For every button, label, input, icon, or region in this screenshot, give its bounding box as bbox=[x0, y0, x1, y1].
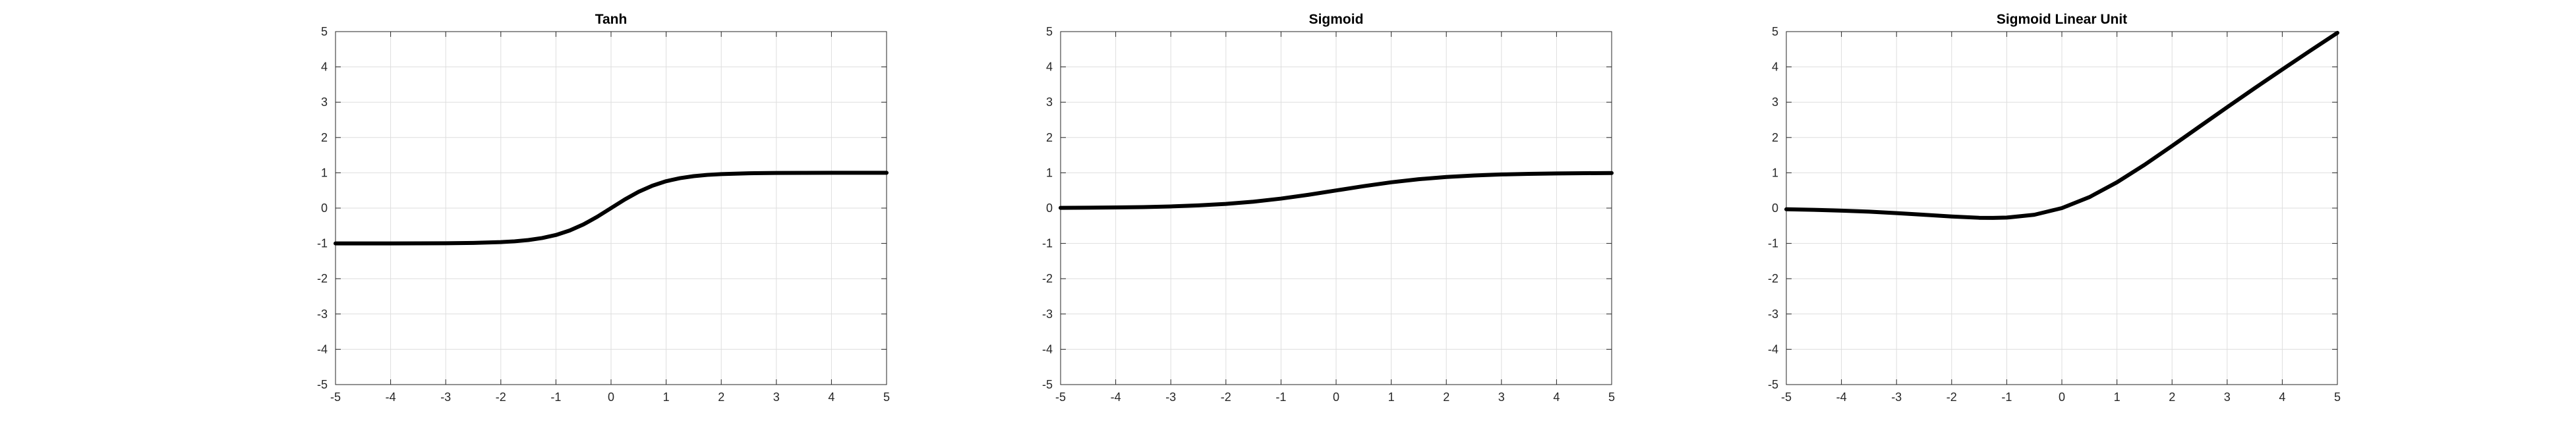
x-tick-label: -3 bbox=[1165, 391, 1176, 404]
x-tick-label: -1 bbox=[1275, 391, 1286, 404]
x-tick-label: 0 bbox=[1333, 391, 1339, 404]
y-tick-label: 1 bbox=[1046, 166, 1053, 179]
series-line bbox=[334, 171, 889, 246]
y-tick-label: -3 bbox=[317, 308, 328, 321]
x-tick-label: 3 bbox=[773, 391, 780, 404]
y-tick-label: -2 bbox=[317, 272, 328, 285]
y-tick-label: -5 bbox=[1042, 378, 1053, 391]
y-tick-label: -4 bbox=[317, 342, 328, 356]
x-tick-label: 2 bbox=[718, 391, 724, 404]
x-tick-label: 0 bbox=[2059, 391, 2065, 404]
y-tick-label: -2 bbox=[1042, 272, 1053, 285]
y-tick-label: -2 bbox=[1768, 272, 1778, 285]
x-tick-label: -4 bbox=[386, 391, 396, 404]
y-tick-label: 3 bbox=[1046, 95, 1053, 109]
y-tick-label: 2 bbox=[1046, 131, 1053, 144]
y-tick-label: 5 bbox=[1046, 25, 1053, 38]
y-tick-label: 1 bbox=[1772, 166, 1778, 179]
chart-title: Sigmoid bbox=[1309, 12, 1364, 27]
y-tick-label: -4 bbox=[1768, 342, 1778, 356]
x-tick-label: -1 bbox=[2001, 391, 2012, 404]
x-tick-label: 4 bbox=[828, 391, 834, 404]
y-tick-label: 5 bbox=[321, 25, 328, 38]
series-line bbox=[1784, 30, 2339, 220]
x-tick-label: -3 bbox=[1891, 391, 1902, 404]
y-tick-label: -1 bbox=[317, 237, 328, 250]
y-tick-label: -5 bbox=[317, 378, 328, 391]
x-tick-label: 5 bbox=[883, 391, 890, 404]
x-tick-label: 5 bbox=[2334, 391, 2341, 404]
x-tick-label: -2 bbox=[496, 391, 506, 404]
x-tick-label: 1 bbox=[1388, 391, 1395, 404]
x-tick-label: -1 bbox=[550, 391, 561, 404]
x-tick-label: -5 bbox=[330, 391, 341, 404]
y-tick-label: -1 bbox=[1768, 237, 1778, 250]
x-tick-label: -2 bbox=[1221, 391, 1231, 404]
x-tick-label: 2 bbox=[2169, 391, 2175, 404]
x-tick-label: 2 bbox=[1443, 391, 1449, 404]
x-tick-label: 5 bbox=[1608, 391, 1615, 404]
y-tick-label: 1 bbox=[321, 166, 328, 179]
series-line bbox=[1059, 171, 1614, 210]
chart-title: Tanh bbox=[595, 12, 628, 27]
x-tick-label: -4 bbox=[1111, 391, 1121, 404]
x-tick-label: 3 bbox=[1498, 391, 1505, 404]
x-tick-label: 0 bbox=[608, 391, 614, 404]
y-tick-label: 2 bbox=[1772, 131, 1778, 144]
chart-sigmoid: -5 -4 -3 -2 -1 0 1 2 3 4 5 -5 -4 -3 -2 -1 0 1 2 3 4 5 Sigmoid bbox=[1042, 12, 1615, 404]
chart-tanh: -5 -4 -3 -2 -1 0 1 2 3 4 5 -5 -4 -3 -2 -1 0 1 2 3 4 5 Tanh bbox=[317, 12, 890, 404]
x-tick-label: -4 bbox=[1836, 391, 1847, 404]
y-tick-label: 4 bbox=[321, 61, 328, 74]
x-tick-label: 4 bbox=[2279, 391, 2285, 404]
y-tick-label: -5 bbox=[1768, 378, 1778, 391]
y-tick-label: 0 bbox=[1772, 202, 1778, 215]
x-tick-label: -5 bbox=[1781, 391, 1792, 404]
x-tick-label: -2 bbox=[1947, 391, 1957, 404]
y-tick-label: 3 bbox=[1772, 95, 1778, 109]
x-tick-label: 1 bbox=[663, 391, 670, 404]
y-tick-label: 0 bbox=[321, 202, 328, 215]
y-tick-label: -1 bbox=[1042, 237, 1053, 250]
x-tick-label: 1 bbox=[2114, 391, 2121, 404]
chart-sigmoid-linear-unit: -5 -4 -3 -2 -1 0 1 2 3 4 5 -5 -4 -3 -2 -1 0 1 2 3 4 5 Sigmoid … bbox=[1768, 12, 2341, 404]
y-tick-label: -4 bbox=[1042, 342, 1053, 356]
y-tick-label: 5 bbox=[1772, 25, 1778, 38]
y-tick-label: 4 bbox=[1046, 61, 1053, 74]
x-tick-label: -3 bbox=[440, 391, 451, 404]
x-tick-label: 3 bbox=[2224, 391, 2231, 404]
y-tick-label: -3 bbox=[1768, 308, 1778, 321]
y-tick-label: -3 bbox=[1042, 308, 1053, 321]
y-tick-label: 3 bbox=[321, 95, 328, 109]
chart-title: Sigmoid Linear Unit bbox=[1997, 12, 2127, 27]
y-tick-label: 2 bbox=[321, 131, 328, 144]
y-tick-label: 4 bbox=[1772, 61, 1778, 74]
y-tick-label: 0 bbox=[1046, 202, 1053, 215]
x-tick-label: 4 bbox=[1553, 391, 1560, 404]
x-tick-label: -5 bbox=[1055, 391, 1066, 404]
